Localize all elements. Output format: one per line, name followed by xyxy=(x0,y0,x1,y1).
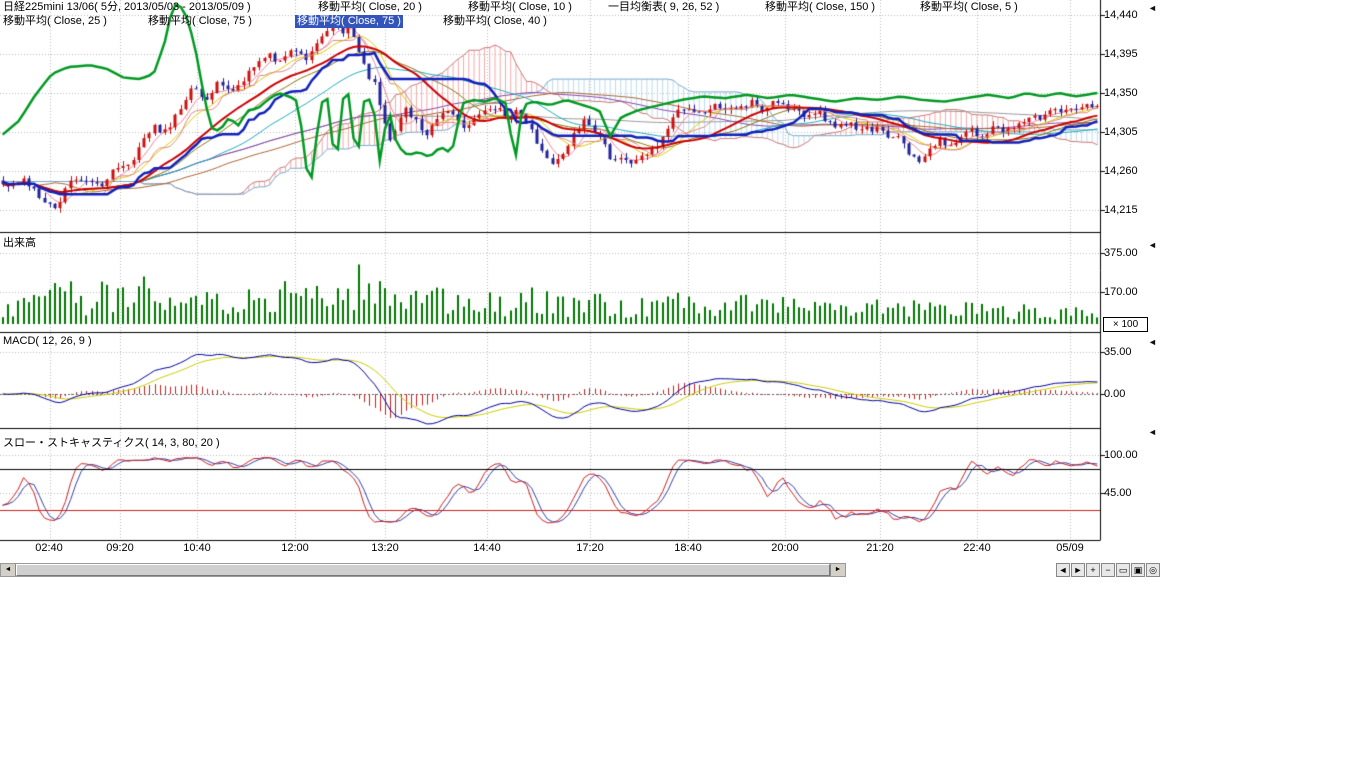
scrollbar-left-arrow-icon[interactable]: ◄ xyxy=(1,564,16,576)
macd-axis-label: 0.00 xyxy=(1104,388,1126,400)
legend-item-ma10[interactable]: 移動平均( Close, 10 ) xyxy=(468,1,572,13)
time-axis-label: 13:20 xyxy=(371,542,399,554)
legend-item-ma25[interactable]: 移動平均( Close, 25 ) xyxy=(3,15,107,27)
grid-button[interactable]: ▣ xyxy=(1131,563,1145,577)
price-axis-label: 14,260 xyxy=(1104,165,1138,177)
stoch-axis-label: 45.00 xyxy=(1104,487,1132,499)
time-axis-label: 21:20 xyxy=(866,542,894,554)
volume-axis-label: 375.00 xyxy=(1104,247,1138,259)
volume-multiplier-badge: × 100 xyxy=(1103,317,1148,332)
time-axis-label: 05/09 xyxy=(1056,542,1084,554)
time-axis-label: 17:20 xyxy=(576,542,604,554)
stoch-panel-title: スロー・ストキャスティクス( 14, 3, 80, 20 ) xyxy=(3,437,220,449)
macd-scale-button[interactable]: ◄ xyxy=(1148,337,1157,347)
time-axis-label: 22:40 xyxy=(963,542,991,554)
scrollbar-right-arrow-icon[interactable]: ► xyxy=(830,564,845,576)
zoom-out-button[interactable]: − xyxy=(1101,563,1115,577)
price-axis-label: 14,395 xyxy=(1104,48,1138,60)
time-axis-label: 09:20 xyxy=(106,542,134,554)
legend-item-ma75-b-selected[interactable]: 移動平均( Close, 75 ) xyxy=(295,15,403,28)
legend-item-ma75-a[interactable]: 移動平均( Close, 75 ) xyxy=(148,15,252,27)
price-axis-label: 14,440 xyxy=(1104,9,1138,21)
volume-panel-title: 出来高 xyxy=(3,237,36,249)
macd-axis-label: 35.00 xyxy=(1104,346,1132,358)
time-axis-label: 02:40 xyxy=(35,542,63,554)
legend-item-ichimoku[interactable]: 一目均衡表( 9, 26, 52 ) xyxy=(608,1,720,13)
volume-scale-button[interactable]: ◄ xyxy=(1148,240,1157,250)
price-scale-button[interactable]: ◄ xyxy=(1148,3,1157,13)
volume-axis-label: 170.00 xyxy=(1104,286,1138,298)
target-button[interactable]: ◎ xyxy=(1146,563,1160,577)
chart-title: 日経225mini 13/06( 5分, 2013/05/03 - 2013/0… xyxy=(3,1,251,13)
scroll-left-button[interactable]: ◄ xyxy=(1056,563,1070,577)
price-axis-label: 14,215 xyxy=(1104,204,1138,216)
chart-canvas[interactable] xyxy=(0,0,1160,560)
macd-panel-title: MACD( 12, 26, 9 ) xyxy=(3,335,92,347)
time-axis-label: 10:40 xyxy=(183,542,211,554)
legend-item-ma40[interactable]: 移動平均( Close, 40 ) xyxy=(443,15,547,27)
stoch-axis-label: 100.00 xyxy=(1104,449,1138,461)
zoom-in-button[interactable]: + xyxy=(1086,563,1100,577)
stoch-scale-button[interactable]: ◄ xyxy=(1148,427,1157,437)
legend-item-ma150[interactable]: 移動平均( Close, 150 ) xyxy=(765,1,876,13)
time-axis-label: 14:40 xyxy=(473,542,501,554)
scrollbar-thumb[interactable] xyxy=(16,564,830,576)
scroll-right-button[interactable]: ► xyxy=(1071,563,1085,577)
price-axis-label: 14,350 xyxy=(1104,87,1138,99)
legend-item-ma5[interactable]: 移動平均( Close, 5 ) xyxy=(920,1,1018,13)
time-axis-label: 12:00 xyxy=(281,542,309,554)
range-button[interactable]: ▭ xyxy=(1116,563,1130,577)
time-axis-label: 18:40 xyxy=(674,542,702,554)
time-axis-label: 20:00 xyxy=(771,542,799,554)
price-axis-label: 14,305 xyxy=(1104,126,1138,138)
legend-item-ma20[interactable]: 移動平均( Close, 20 ) xyxy=(318,1,422,13)
chart-toolbar: ◄ ► + − ▭ ▣ ◎ xyxy=(1056,563,1160,577)
horizontal-scrollbar[interactable]: ◄ ► xyxy=(0,563,846,577)
